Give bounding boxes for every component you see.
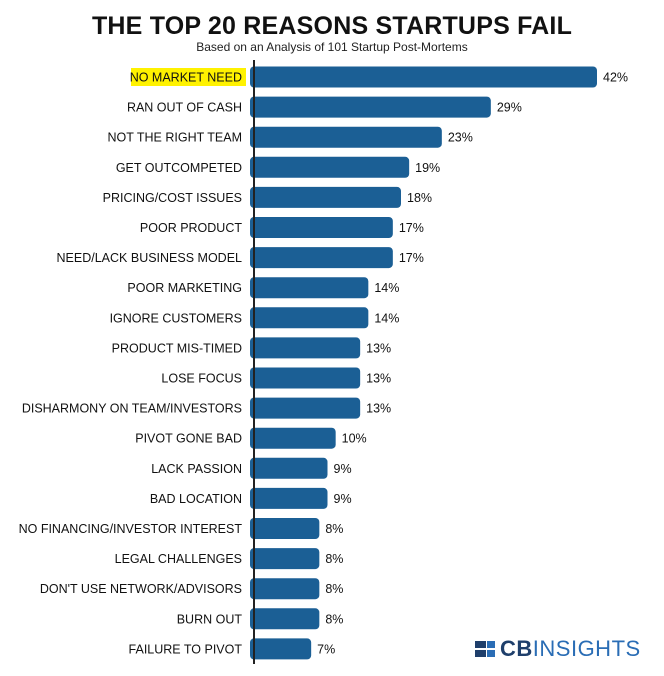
bar: [250, 427, 336, 449]
category-label: GET OUTCOMPETED: [116, 161, 242, 175]
value-label: 29%: [497, 101, 522, 115]
value-label: 8%: [325, 522, 343, 536]
chart-subtitle: Based on an Analysis of 101 Startup Post…: [196, 40, 468, 54]
bar: [250, 126, 442, 148]
value-label: 14%: [374, 311, 399, 325]
category-label: RAN OUT OF CASH: [127, 101, 242, 115]
category-label: NO FINANCING/INVESTOR INTEREST: [19, 522, 243, 536]
bar: [250, 66, 597, 88]
category-label: NO MARKET NEED: [130, 71, 242, 85]
category-label: DON'T USE NETWORK/ADVISORS: [40, 582, 242, 596]
category-label: POOR PRODUCT: [140, 221, 242, 235]
cb-insights-logo-icon: [475, 641, 495, 657]
bar: [250, 307, 369, 329]
category-label: POOR MARKETING: [127, 281, 242, 295]
value-label: 18%: [407, 191, 432, 205]
bar: [250, 638, 312, 660]
bar: [250, 186, 401, 208]
value-label: 13%: [366, 341, 391, 355]
logo-text-part1: CB: [500, 636, 533, 661]
value-label: 9%: [334, 462, 352, 476]
logo-text-part2: INSIGHTS: [532, 636, 641, 661]
category-label: PRICING/COST ISSUES: [103, 191, 242, 205]
category-label: LACK PASSION: [151, 462, 242, 476]
bar: [250, 457, 328, 479]
value-label: 23%: [448, 131, 473, 145]
highlight-marker: [131, 68, 246, 86]
value-label: 8%: [325, 582, 343, 596]
bar: [250, 337, 361, 359]
value-label: 8%: [325, 552, 343, 566]
value-label: 9%: [334, 492, 352, 506]
cb-insights-logo: CBINSIGHTS: [474, 636, 641, 662]
bar: [250, 217, 393, 238]
category-label: BAD LOCATION: [150, 492, 242, 506]
bar: [250, 397, 361, 419]
category-label: NEED/LACK BUSINESS MODEL: [57, 251, 243, 265]
bar: [250, 156, 410, 178]
category-label: DISHARMONY ON TEAM/INVESTORS: [22, 402, 242, 416]
category-label: LEGAL CHALLENGES: [115, 552, 242, 566]
value-label: 17%: [399, 251, 424, 265]
chart-title: THE TOP 20 REASONS STARTUPS FAIL: [91, 12, 573, 40]
category-label: FAILURE TO PIVOT: [129, 642, 243, 656]
value-label: 19%: [415, 161, 440, 175]
value-label: 7%: [317, 642, 335, 656]
value-label: 42%: [603, 71, 628, 85]
category-label: IGNORE CUSTOMERS: [110, 311, 242, 325]
value-label: 13%: [366, 372, 391, 386]
category-label: BURN OUT: [177, 612, 243, 626]
bar: [250, 518, 320, 539]
category-label: PRODUCT MIS-TIMED: [112, 341, 242, 355]
bars-layer: NO MARKET NEED 42% RAN OUT OF CASH 29% NOT T…: [19, 66, 628, 660]
bar: [250, 487, 328, 509]
category-label: PIVOT GONE BAD: [135, 432, 242, 446]
value-label: 13%: [366, 402, 391, 416]
value-label: 17%: [399, 221, 424, 235]
value-label: 8%: [325, 612, 343, 626]
category-label: NOT THE RIGHT TEAM: [107, 131, 242, 145]
logo-text: CBINSIGHTS: [500, 638, 641, 660]
bar: [250, 608, 320, 630]
bar: [250, 548, 320, 570]
value-label: 14%: [374, 281, 399, 295]
bar: [250, 277, 369, 299]
value-label: 10%: [342, 432, 367, 446]
bar: [250, 247, 393, 269]
bar: [250, 578, 320, 600]
category-label: LOSE FOCUS: [161, 372, 242, 386]
bar: [250, 96, 491, 118]
bar: [250, 367, 361, 389]
